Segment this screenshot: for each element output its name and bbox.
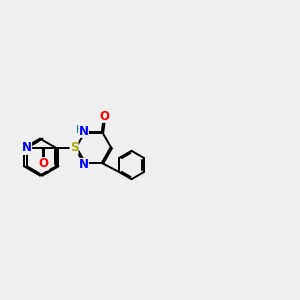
Text: N: N [79,124,88,138]
Text: S: S [70,141,78,154]
Text: N: N [22,141,32,154]
Text: O: O [39,157,49,170]
Text: H: H [76,125,84,135]
Text: O: O [99,110,109,123]
Text: N: N [79,158,88,171]
